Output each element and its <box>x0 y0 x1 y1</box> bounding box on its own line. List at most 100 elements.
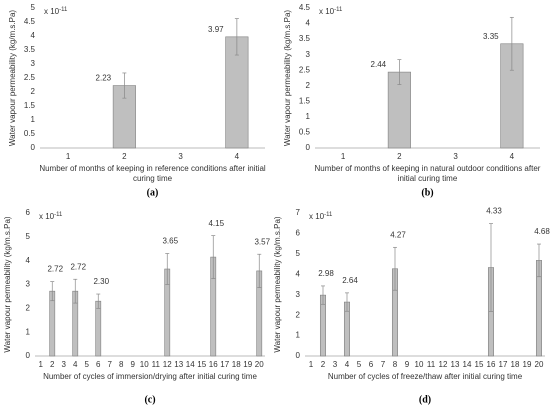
y-tick-label: 0.5 <box>24 129 36 138</box>
multiplier-base: x 10 <box>309 212 325 221</box>
value-label: 4.15 <box>208 219 224 228</box>
x-tick-label: 3 <box>178 152 183 161</box>
multiplier-base: x 10 <box>39 212 55 221</box>
value-label: 2.98 <box>318 269 334 278</box>
x-tick-label: 10 <box>415 360 424 369</box>
x-tick-label: 15 <box>197 360 206 369</box>
y-tick-label: 3 <box>306 50 311 59</box>
y-tick-label: 0 <box>296 351 301 360</box>
x-tick-label: 8 <box>119 360 124 369</box>
x-tick-label: 2 <box>321 360 326 369</box>
y-tick-label: 1.5 <box>24 101 36 110</box>
multiplier-exponent: -11 <box>334 7 343 13</box>
x-tick-label: 1 <box>66 152 71 161</box>
y-tick-label: 0 <box>31 143 36 152</box>
x-axis-label: Number of months of keeping in natural o… <box>315 164 541 183</box>
value-label: 3.35 <box>483 32 499 41</box>
text-line: Number of cycles of immersion/drying aft… <box>43 372 257 381</box>
x-tick-label: 17 <box>220 360 229 369</box>
x-tick-label: 16 <box>209 360 218 369</box>
error-bar <box>397 59 402 85</box>
x-axis-label: Number of cycles of freeze/thaw after in… <box>328 372 523 381</box>
x-tick-label: 7 <box>108 360 113 369</box>
y-tick-label: 0.5 <box>299 128 311 137</box>
x-tick-label: 15 <box>475 360 484 369</box>
x-tick-label: 19 <box>523 360 532 369</box>
y-tick-label: 2 <box>26 303 31 312</box>
x-tick-label: 1 <box>309 360 314 369</box>
value-label: 4.33 <box>486 207 502 216</box>
bar <box>95 300 102 357</box>
x-tick-label: 20 <box>535 360 544 369</box>
x-tick-label: 5 <box>85 360 90 369</box>
value-label: 2.72 <box>70 262 86 271</box>
y-tick-label: 0 <box>26 351 31 360</box>
x-tick-label: 3 <box>333 360 338 369</box>
x-tick-label: 12 <box>163 360 172 369</box>
error-bar <box>96 293 101 309</box>
x-axis-label: Number of months of keeping in reference… <box>39 164 266 183</box>
y-multiplier: x 10-11 <box>319 7 343 17</box>
x-tick-label: 10 <box>140 360 149 369</box>
x-tick-label: 20 <box>255 360 264 369</box>
multiplier-exponent: -11 <box>324 212 333 218</box>
y-tick-label: 3.5 <box>299 34 311 43</box>
y-tick-label: 2 <box>296 310 301 319</box>
x-tick-label: 14 <box>463 360 472 369</box>
y-tick-label: 7 <box>296 208 301 217</box>
x-tick-label: 4 <box>510 152 515 161</box>
error-bar <box>489 223 493 312</box>
x-tick-label: 1 <box>39 360 44 369</box>
error-bar <box>257 253 262 288</box>
error-bar <box>122 72 127 99</box>
value-label: 4.27 <box>390 230 406 239</box>
panel-caption: (d) <box>419 394 431 405</box>
value-label: 2.44 <box>371 60 387 69</box>
y-tick-label: 5 <box>31 3 36 12</box>
x-tick-label: 6 <box>369 360 374 369</box>
error-bar <box>234 18 239 56</box>
x-tick-label: 4 <box>345 360 350 369</box>
text-line: Number of months of keeping in reference… <box>39 164 266 173</box>
x-tick-label: 2 <box>122 152 127 161</box>
error-bar <box>165 253 170 285</box>
y-tick-label: 1 <box>26 327 31 336</box>
y-tick-label: 2.5 <box>299 65 311 74</box>
x-tick-label: 5 <box>357 360 362 369</box>
panel-caption: (b) <box>421 187 433 198</box>
x-tick-label: 12 <box>439 360 448 369</box>
y-axis-label: Water vapour permeability (kg/m.s.Pa) <box>8 10 17 147</box>
y-multiplier: x 10-11 <box>39 212 63 222</box>
y-tick-label: 5 <box>26 232 31 241</box>
error-bar <box>73 278 78 304</box>
x-axis-label: Number of cycles of immersion/drying aft… <box>43 372 257 381</box>
y-axis-label: Water vapour permeability (kg/m.s.Pa) <box>3 216 12 353</box>
multiplier-base: x 10 <box>44 7 60 16</box>
y-tick-label: 4 <box>31 31 36 40</box>
x-tick-label: 16 <box>487 360 496 369</box>
y-tick-label: 4 <box>296 269 301 278</box>
y-tick-label: 3.5 <box>24 45 36 54</box>
panel-caption: (a) <box>147 187 159 198</box>
y-tick-label: 1 <box>296 331 301 340</box>
x-tick-label: 6 <box>96 360 101 369</box>
x-tick-label: 17 <box>499 360 508 369</box>
y-tick-label: 6 <box>296 229 301 238</box>
x-tick-label: 18 <box>511 360 520 369</box>
y-tick-label: 4.5 <box>24 17 36 26</box>
y-tick-label: 1 <box>306 112 311 121</box>
y-tick-label: 1 <box>31 115 36 124</box>
y-tick-label: 0 <box>306 143 311 152</box>
x-tick-label: 7 <box>381 360 386 369</box>
x-tick-label: 11 <box>152 360 161 369</box>
x-tick-label: 18 <box>232 360 241 369</box>
x-tick-label: 9 <box>405 360 410 369</box>
x-tick-label: 2 <box>50 360 55 369</box>
y-multiplier: x 10-11 <box>44 7 68 17</box>
x-tick-label: 9 <box>131 360 136 369</box>
multiplier-exponent: -11 <box>59 7 68 13</box>
error-bar <box>537 243 541 278</box>
x-tick-label: 11 <box>427 360 436 369</box>
error-bar <box>393 246 397 291</box>
